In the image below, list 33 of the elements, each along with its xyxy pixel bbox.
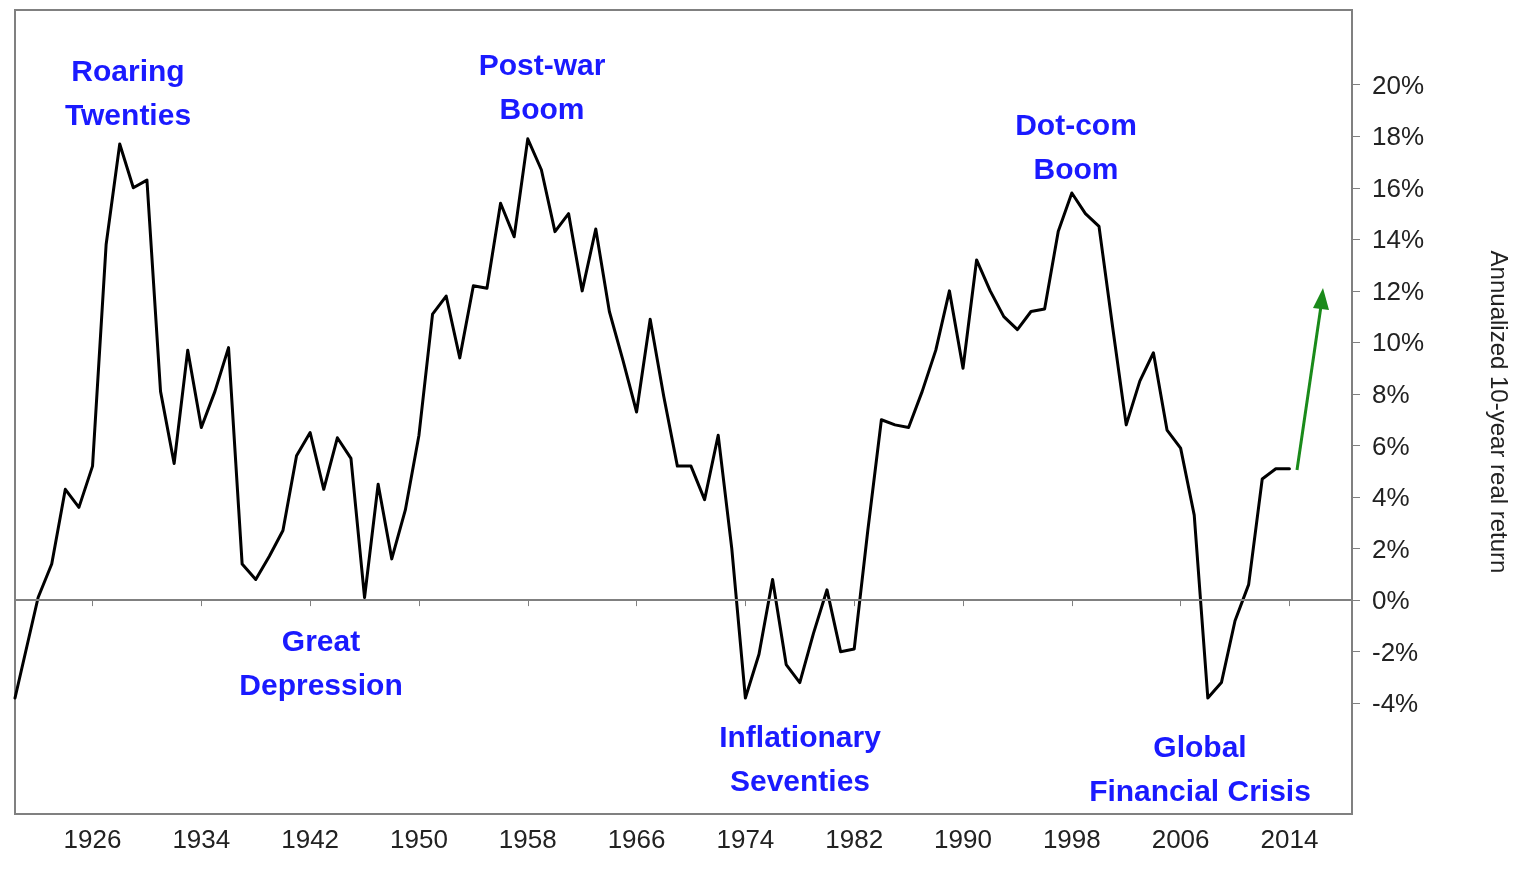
x-tick-label: 2014: [1260, 824, 1319, 854]
y-tick-label: 14%: [1372, 224, 1425, 255]
x-tick-label: 1974: [716, 824, 775, 854]
x-tick-label: 1958: [498, 824, 557, 854]
y-tick-label: 10%: [1372, 327, 1425, 358]
y-tick-label: 8%: [1372, 378, 1410, 409]
x-tick-label: 1966: [607, 824, 666, 854]
y-axis-title: Annualized 10-year real return: [1485, 250, 1513, 574]
x-tick-label: 1942: [281, 824, 340, 854]
y-tick-label: 6%: [1372, 430, 1410, 461]
y-tick-label: 2%: [1372, 533, 1410, 564]
x-tick-label: 1990: [934, 824, 992, 854]
annotation: Global Financial Crisis: [1089, 729, 1311, 807]
annotation: Roaring Twenties: [64, 53, 192, 131]
y-tick-label: 12%: [1372, 275, 1425, 306]
annotation: Post-war Boom: [478, 47, 606, 125]
y-tick-label: 18%: [1372, 121, 1425, 152]
x-tick-label: 1934: [172, 824, 231, 854]
x-tick-label: 1950: [390, 824, 448, 854]
x-tick-label: 1982: [825, 824, 884, 854]
x-tick-label: 1998: [1042, 824, 1101, 854]
annotation: Great Depression: [239, 623, 403, 701]
y-tick-label: -4%: [1372, 688, 1419, 719]
y-tick-label: 20%: [1372, 69, 1425, 100]
y-tick-label: -2%: [1372, 636, 1419, 667]
line-series: [13, 137, 1291, 700]
y-tick-label: 16%: [1372, 172, 1425, 203]
x-tick-label: 2006: [1151, 824, 1210, 854]
annotation: Dot-com Boom: [1015, 107, 1137, 185]
annotation: Inflationary Seventies: [719, 719, 882, 797]
x-tick-label: 1926: [63, 824, 122, 854]
y-tick-label: 4%: [1372, 482, 1410, 513]
y-tick-label: 0%: [1372, 585, 1410, 616]
